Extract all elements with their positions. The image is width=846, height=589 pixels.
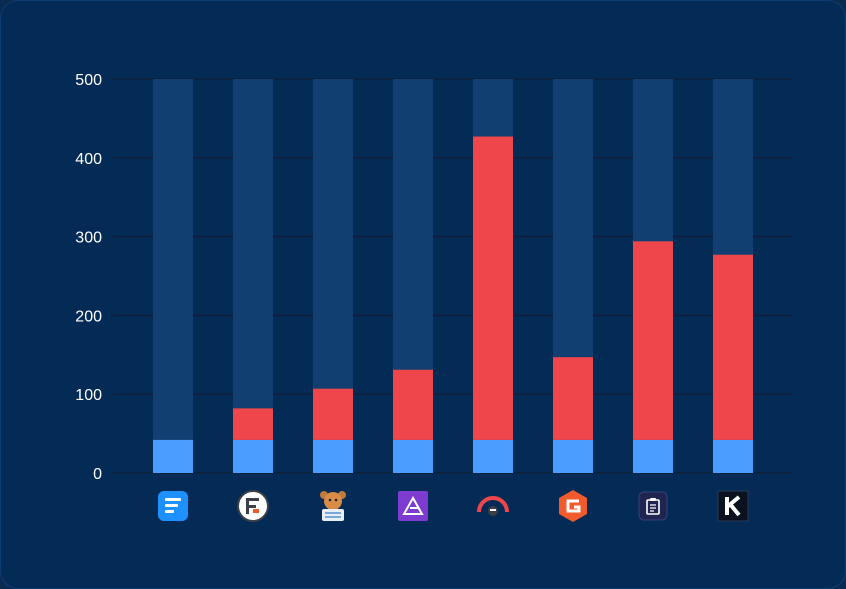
- bar-segment-0-fluent-forms-icon: [153, 439, 193, 473]
- x-axis-icons: [158, 490, 749, 522]
- y-tick-label: 400: [75, 151, 102, 168]
- gridlines: [113, 78, 793, 474]
- bar-segment-0-wpforms-icon: [313, 439, 353, 473]
- y-tick-label: 300: [75, 230, 102, 247]
- bar-segment-1-formidable-forms-icon: [233, 408, 273, 440]
- bar-segment-1-ninja-forms-icon: [473, 136, 513, 440]
- bar-track-fluent-forms-icon: [153, 79, 193, 473]
- fluent-forms-icon: [158, 491, 188, 521]
- y-tick-label: 200: [75, 308, 102, 325]
- y-axis-ticks: 0 100 200 300 400 500: [75, 72, 102, 483]
- bar-segment-0-forminator-icon: [633, 439, 673, 473]
- bars: [153, 136, 753, 473]
- y-tick-label: 0: [93, 466, 102, 483]
- bar-segment-0-formidable-forms-icon: [233, 439, 273, 473]
- forminator-icon: [638, 491, 668, 521]
- formidable-forms-icon: [237, 490, 269, 522]
- bar-segment-0-kadence-icon: [713, 439, 753, 473]
- bar-segment-1-wpforms-icon: [313, 388, 353, 440]
- y-tick-label: 500: [75, 72, 102, 89]
- wpforms-icon: [320, 491, 346, 521]
- bar-track-formidable-forms-icon: [233, 79, 273, 473]
- ninja-forms-icon: [477, 496, 509, 516]
- y-tick-label: 100: [75, 387, 102, 404]
- bar-segment-1-everest-forms-icon: [393, 369, 433, 440]
- everest-forms-icon: [398, 491, 428, 521]
- bar-segment-1-kadence-icon: [713, 254, 753, 440]
- bar-segment-0-everest-forms-icon: [393, 439, 433, 473]
- bar-segment-0-ninja-forms-icon: [473, 439, 513, 473]
- kadence-icon: [717, 490, 749, 522]
- gravity-forms-icon: [559, 490, 587, 522]
- bar-segment-1-forminator-icon: [633, 241, 673, 440]
- bar-segment-1-gravity-forms-icon: [553, 357, 593, 440]
- bar-segment-0-gravity-forms-icon: [553, 439, 593, 473]
